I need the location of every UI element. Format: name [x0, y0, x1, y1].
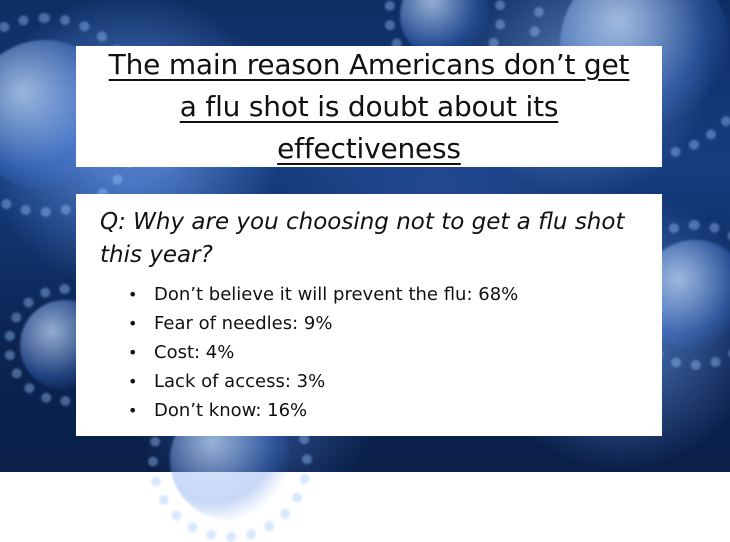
answer-text: Cost: 4% [154, 342, 235, 363]
bullet-icon: • [128, 401, 138, 420]
answer-item: • Don’t know: 16% [128, 396, 644, 425]
answer-text: Don’t know: 16% [154, 400, 308, 421]
bullet-icon: • [128, 314, 138, 333]
answer-text: Lack of access: 3% [154, 371, 326, 392]
bullet-icon: • [128, 285, 138, 304]
survey-panel: Q: Why are you choosing not to get a flu… [76, 194, 662, 436]
survey-question: Q: Why are you choosing not to get a flu… [100, 209, 625, 268]
bullet-icon: • [128, 372, 138, 391]
answer-text: Fear of needles: 9% [154, 313, 333, 334]
answer-item: • Lack of access: 3% [128, 367, 644, 396]
bullet-icon: • [128, 343, 138, 362]
headline: The main reason Americans don’t get a fl… [108, 47, 630, 165]
answer-item: • Fear of needles: 9% [128, 309, 644, 338]
title-panel: The main reason Americans don’t get a fl… [76, 46, 662, 167]
answer-text: Don’t believe it will prevent the flu: 6… [154, 284, 519, 305]
answer-list: • Don’t believe it will prevent the flu: … [100, 280, 644, 425]
answer-item: • Cost: 4% [128, 338, 644, 367]
answer-item: • Don’t believe it will prevent the flu: … [128, 280, 644, 309]
